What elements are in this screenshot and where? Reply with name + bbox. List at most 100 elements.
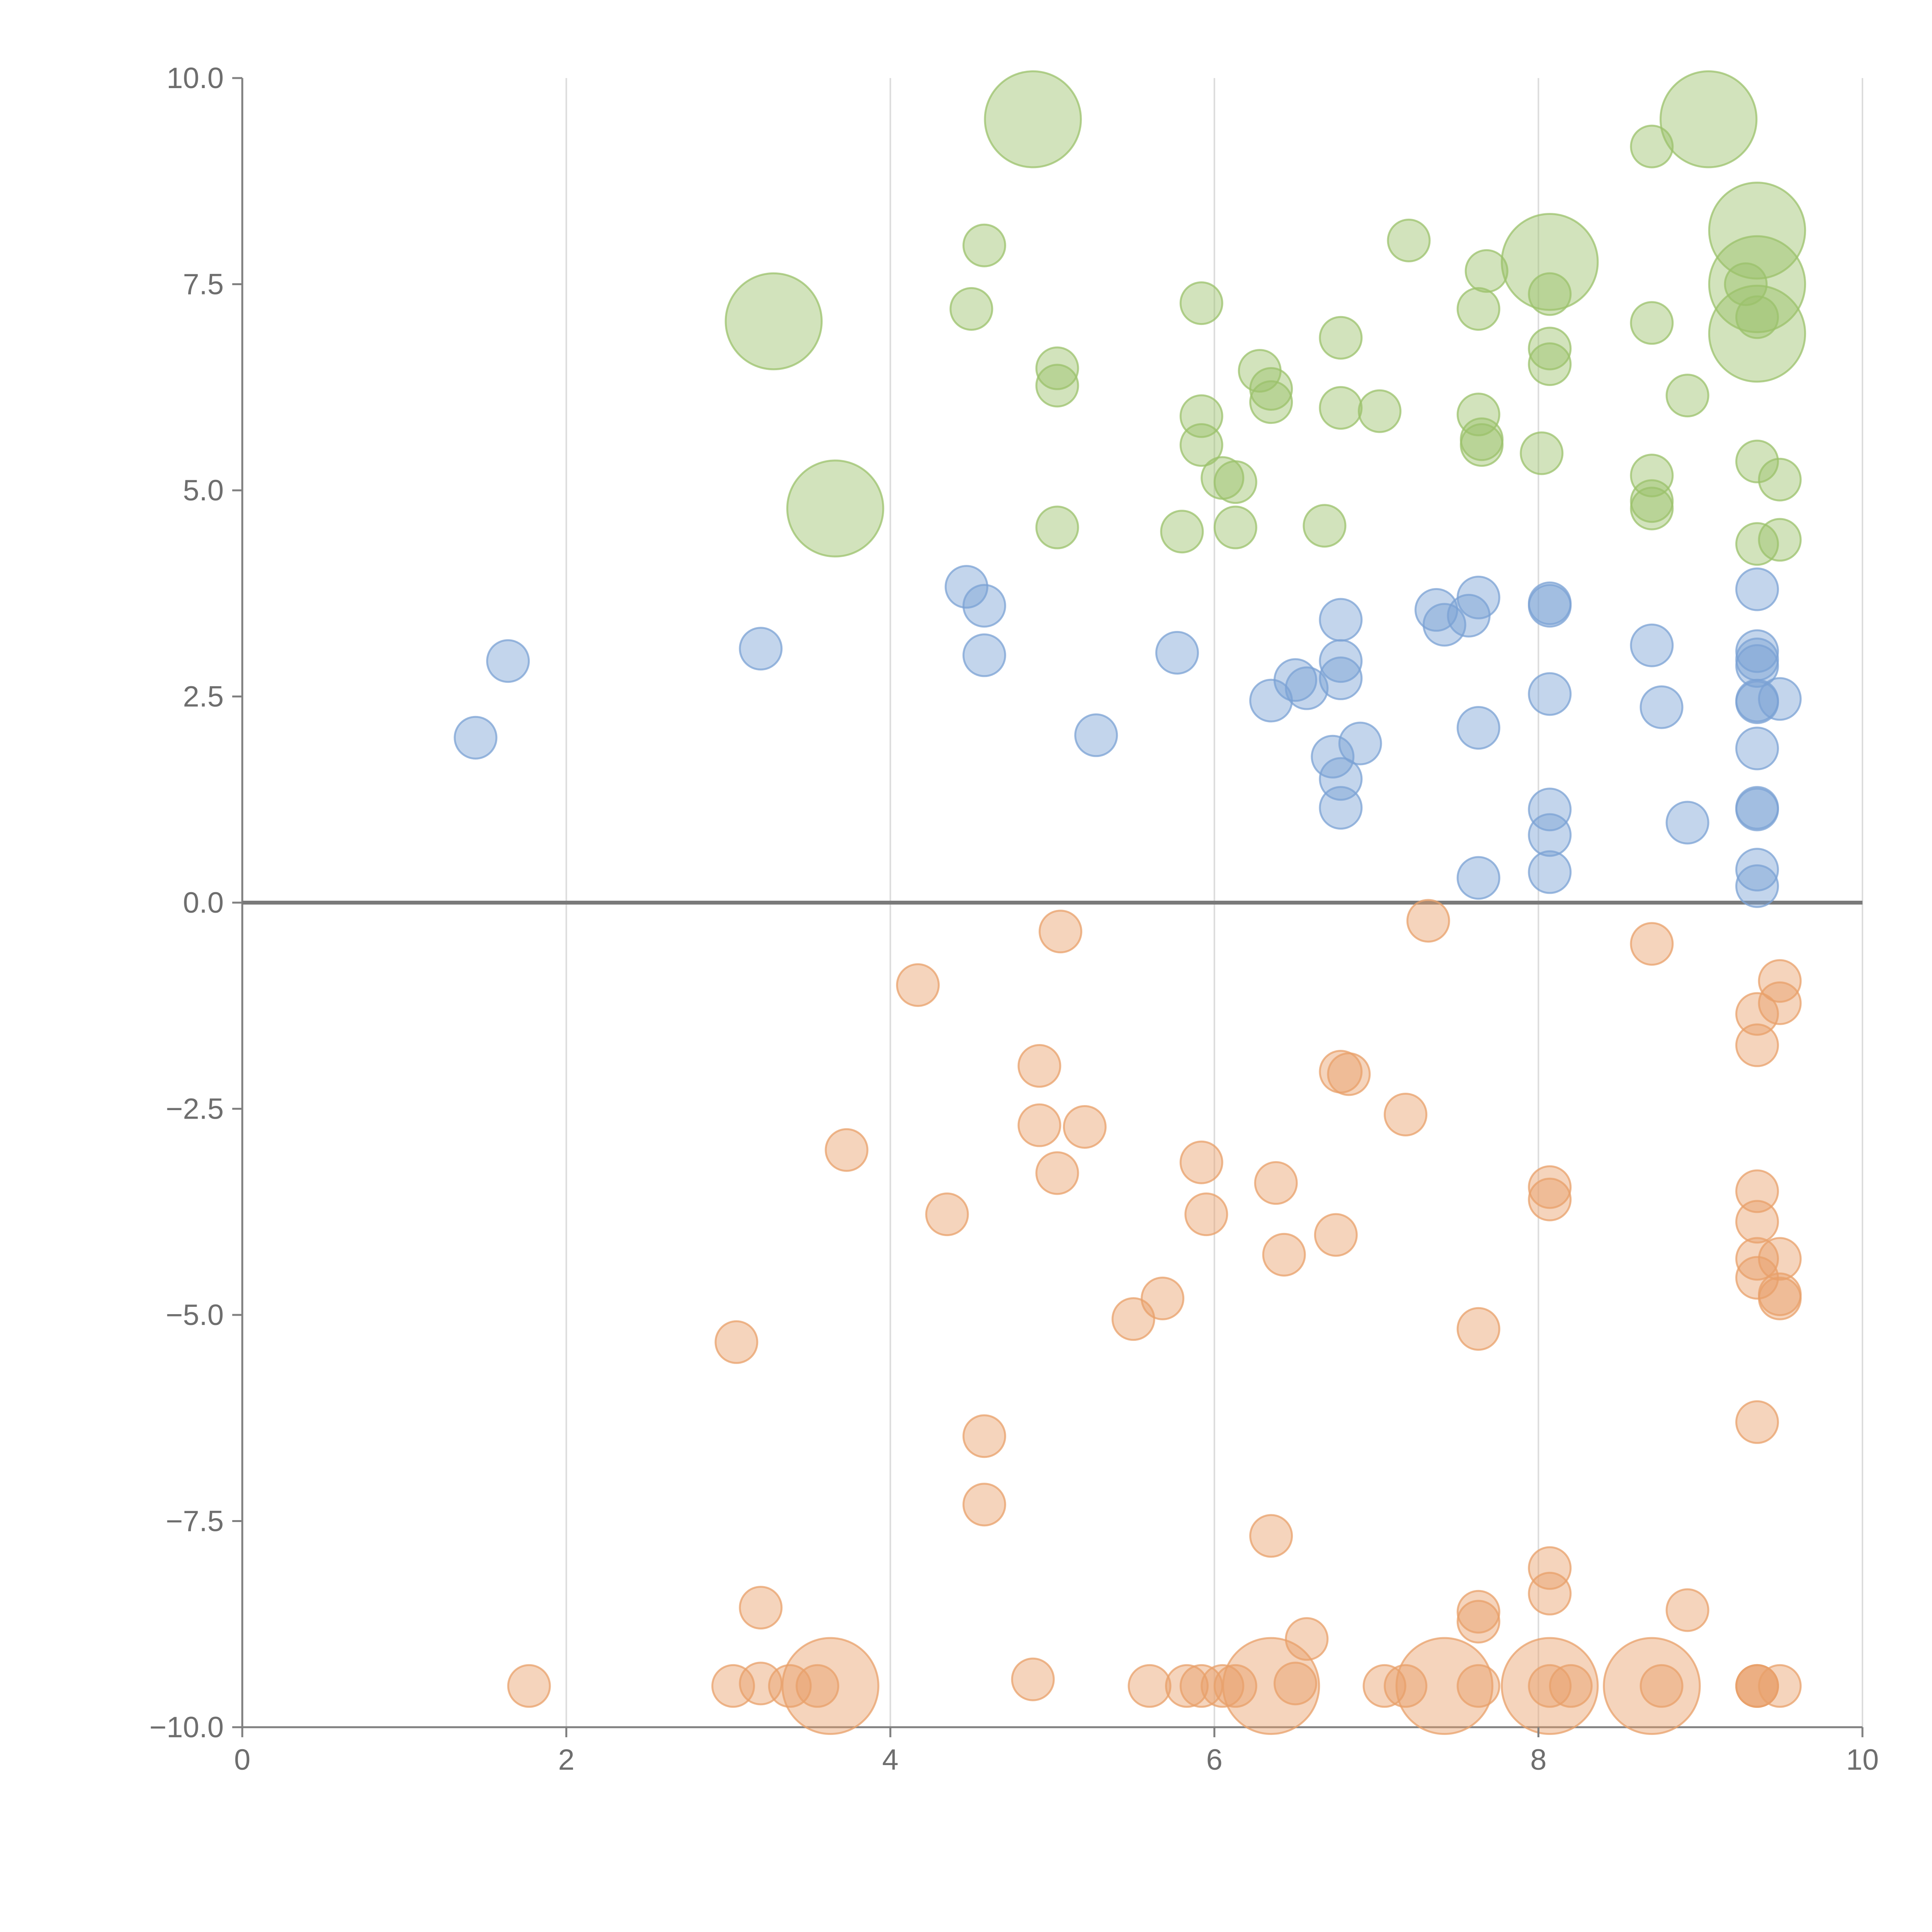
point-green-2[interactable]	[1630, 124, 1674, 168]
point-green-22[interactable]	[1319, 316, 1363, 360]
point-orange-14[interactable]	[825, 1128, 869, 1172]
point-orange-5[interactable]	[1758, 981, 1802, 1025]
point-blue-44[interactable]	[1735, 864, 1779, 908]
point-green-24[interactable]	[1035, 364, 1079, 408]
point-green-5[interactable]	[962, 223, 1006, 267]
point-green-26[interactable]	[1249, 367, 1293, 411]
point-orange-34[interactable]	[1456, 1307, 1500, 1351]
point-orange-25[interactable]	[1262, 1233, 1306, 1277]
point-orange-2[interactable]	[1630, 922, 1674, 966]
point-green-19[interactable]	[1630, 301, 1674, 345]
point-green-40[interactable]	[1630, 486, 1674, 531]
point-green-13[interactable]	[1708, 284, 1806, 383]
point-orange-44[interactable]	[1665, 1588, 1709, 1632]
point-blue-7[interactable]	[1074, 713, 1118, 757]
point-orange-18[interactable]	[925, 1192, 969, 1236]
point-orange-30[interactable]	[1758, 1276, 1802, 1320]
point-orange-24[interactable]	[1314, 1213, 1358, 1257]
point-blue-2[interactable]	[739, 627, 783, 671]
point-blue-17[interactable]	[1319, 786, 1363, 830]
point-green-43[interactable]	[1035, 505, 1079, 549]
point-orange-39[interactable]	[1528, 1546, 1572, 1590]
point-blue-30[interactable]	[1630, 623, 1674, 667]
point-green-14[interactable]	[1724, 262, 1768, 306]
point-green-6[interactable]	[949, 287, 993, 331]
point-orange-19[interactable]	[1184, 1192, 1228, 1236]
point-blue-14[interactable]	[1311, 735, 1355, 779]
point-orange-4[interactable]	[1758, 959, 1802, 1003]
point-green-46[interactable]	[1303, 504, 1347, 548]
point-blue-15[interactable]	[1338, 721, 1382, 765]
point-blue-33[interactable]	[1735, 567, 1779, 611]
point-blue-38[interactable]	[1735, 680, 1779, 724]
point-blue-26[interactable]	[1528, 787, 1572, 832]
point-orange-54[interactable]	[1165, 1664, 1209, 1708]
point-blue-3[interactable]	[944, 565, 988, 609]
point-green-12[interactable]	[1708, 235, 1806, 333]
point-green-9[interactable]	[1464, 249, 1509, 293]
point-orange-12[interactable]	[1017, 1103, 1061, 1147]
point-orange-13[interactable]	[1063, 1105, 1107, 1149]
point-blue-21[interactable]	[1456, 575, 1500, 619]
point-orange-37[interactable]	[962, 1483, 1006, 1527]
point-blue-8[interactable]	[1319, 598, 1363, 642]
point-blue-19[interactable]	[1422, 603, 1466, 647]
point-green-38[interactable]	[1630, 454, 1674, 498]
point-green-8[interactable]	[1501, 213, 1599, 311]
point-orange-45[interactable]	[1285, 1617, 1329, 1661]
point-orange-3[interactable]	[896, 963, 940, 1007]
point-orange-50[interactable]	[796, 1664, 840, 1708]
point-green-10[interactable]	[1456, 287, 1500, 331]
point-blue-9[interactable]	[1319, 639, 1363, 683]
point-blue-18[interactable]	[1414, 588, 1458, 632]
point-orange-62[interactable]	[1395, 1637, 1493, 1735]
point-orange-23[interactable]	[1735, 1200, 1779, 1244]
point-blue-40[interactable]	[1735, 726, 1779, 770]
point-orange-27[interactable]	[1758, 1237, 1802, 1281]
point-orange-32[interactable]	[1111, 1297, 1155, 1341]
point-orange-66[interactable]	[1549, 1664, 1593, 1708]
point-orange-52[interactable]	[1011, 1657, 1055, 1701]
point-orange-67[interactable]	[1603, 1637, 1701, 1735]
point-blue-24[interactable]	[1528, 672, 1572, 716]
point-blue-10[interactable]	[1319, 656, 1363, 701]
point-orange-59[interactable]	[1273, 1662, 1317, 1706]
point-orange-63[interactable]	[1456, 1664, 1500, 1708]
point-green-7[interactable]	[1387, 218, 1431, 262]
point-orange-16[interactable]	[1179, 1140, 1223, 1184]
point-orange-17[interactable]	[1254, 1161, 1298, 1205]
point-orange-43[interactable]	[1456, 1600, 1500, 1644]
point-green-20[interactable]	[1665, 374, 1709, 418]
point-orange-22[interactable]	[1735, 1169, 1779, 1213]
point-blue-25[interactable]	[1456, 706, 1500, 750]
point-blue-28[interactable]	[1528, 850, 1572, 894]
point-green-1[interactable]	[1659, 70, 1758, 168]
point-orange-46[interactable]	[507, 1664, 551, 1708]
point-green-11[interactable]	[1708, 182, 1806, 280]
point-orange-41[interactable]	[739, 1586, 783, 1630]
point-orange-71[interactable]	[1735, 1664, 1779, 1708]
point-orange-38[interactable]	[1249, 1514, 1293, 1558]
point-green-31[interactable]	[1179, 423, 1223, 467]
point-green-47[interactable]	[1735, 522, 1779, 566]
point-green-45[interactable]	[1213, 505, 1257, 549]
point-blue-36[interactable]	[1735, 644, 1779, 688]
point-blue-39[interactable]	[1758, 677, 1802, 721]
point-blue-29[interactable]	[1456, 856, 1500, 900]
point-blue-23[interactable]	[1528, 584, 1572, 628]
point-blue-4[interactable]	[962, 584, 1006, 628]
point-green-41[interactable]	[1735, 439, 1779, 483]
point-blue-1[interactable]	[454, 716, 498, 760]
point-blue-13[interactable]	[1249, 679, 1293, 723]
point-blue-27[interactable]	[1528, 813, 1572, 857]
point-blue-42[interactable]	[1735, 787, 1779, 832]
point-green-21[interactable]	[1179, 281, 1223, 325]
point-orange-36[interactable]	[962, 1414, 1006, 1458]
point-green-18[interactable]	[1528, 342, 1572, 386]
point-blue-31[interactable]	[1639, 685, 1684, 729]
point-orange-10[interactable]	[1327, 1052, 1371, 1096]
point-green-34[interactable]	[1460, 423, 1504, 467]
point-blue-12[interactable]	[1285, 666, 1329, 710]
point-orange-35[interactable]	[1735, 1400, 1779, 1444]
point-orange-21[interactable]	[1528, 1177, 1572, 1221]
